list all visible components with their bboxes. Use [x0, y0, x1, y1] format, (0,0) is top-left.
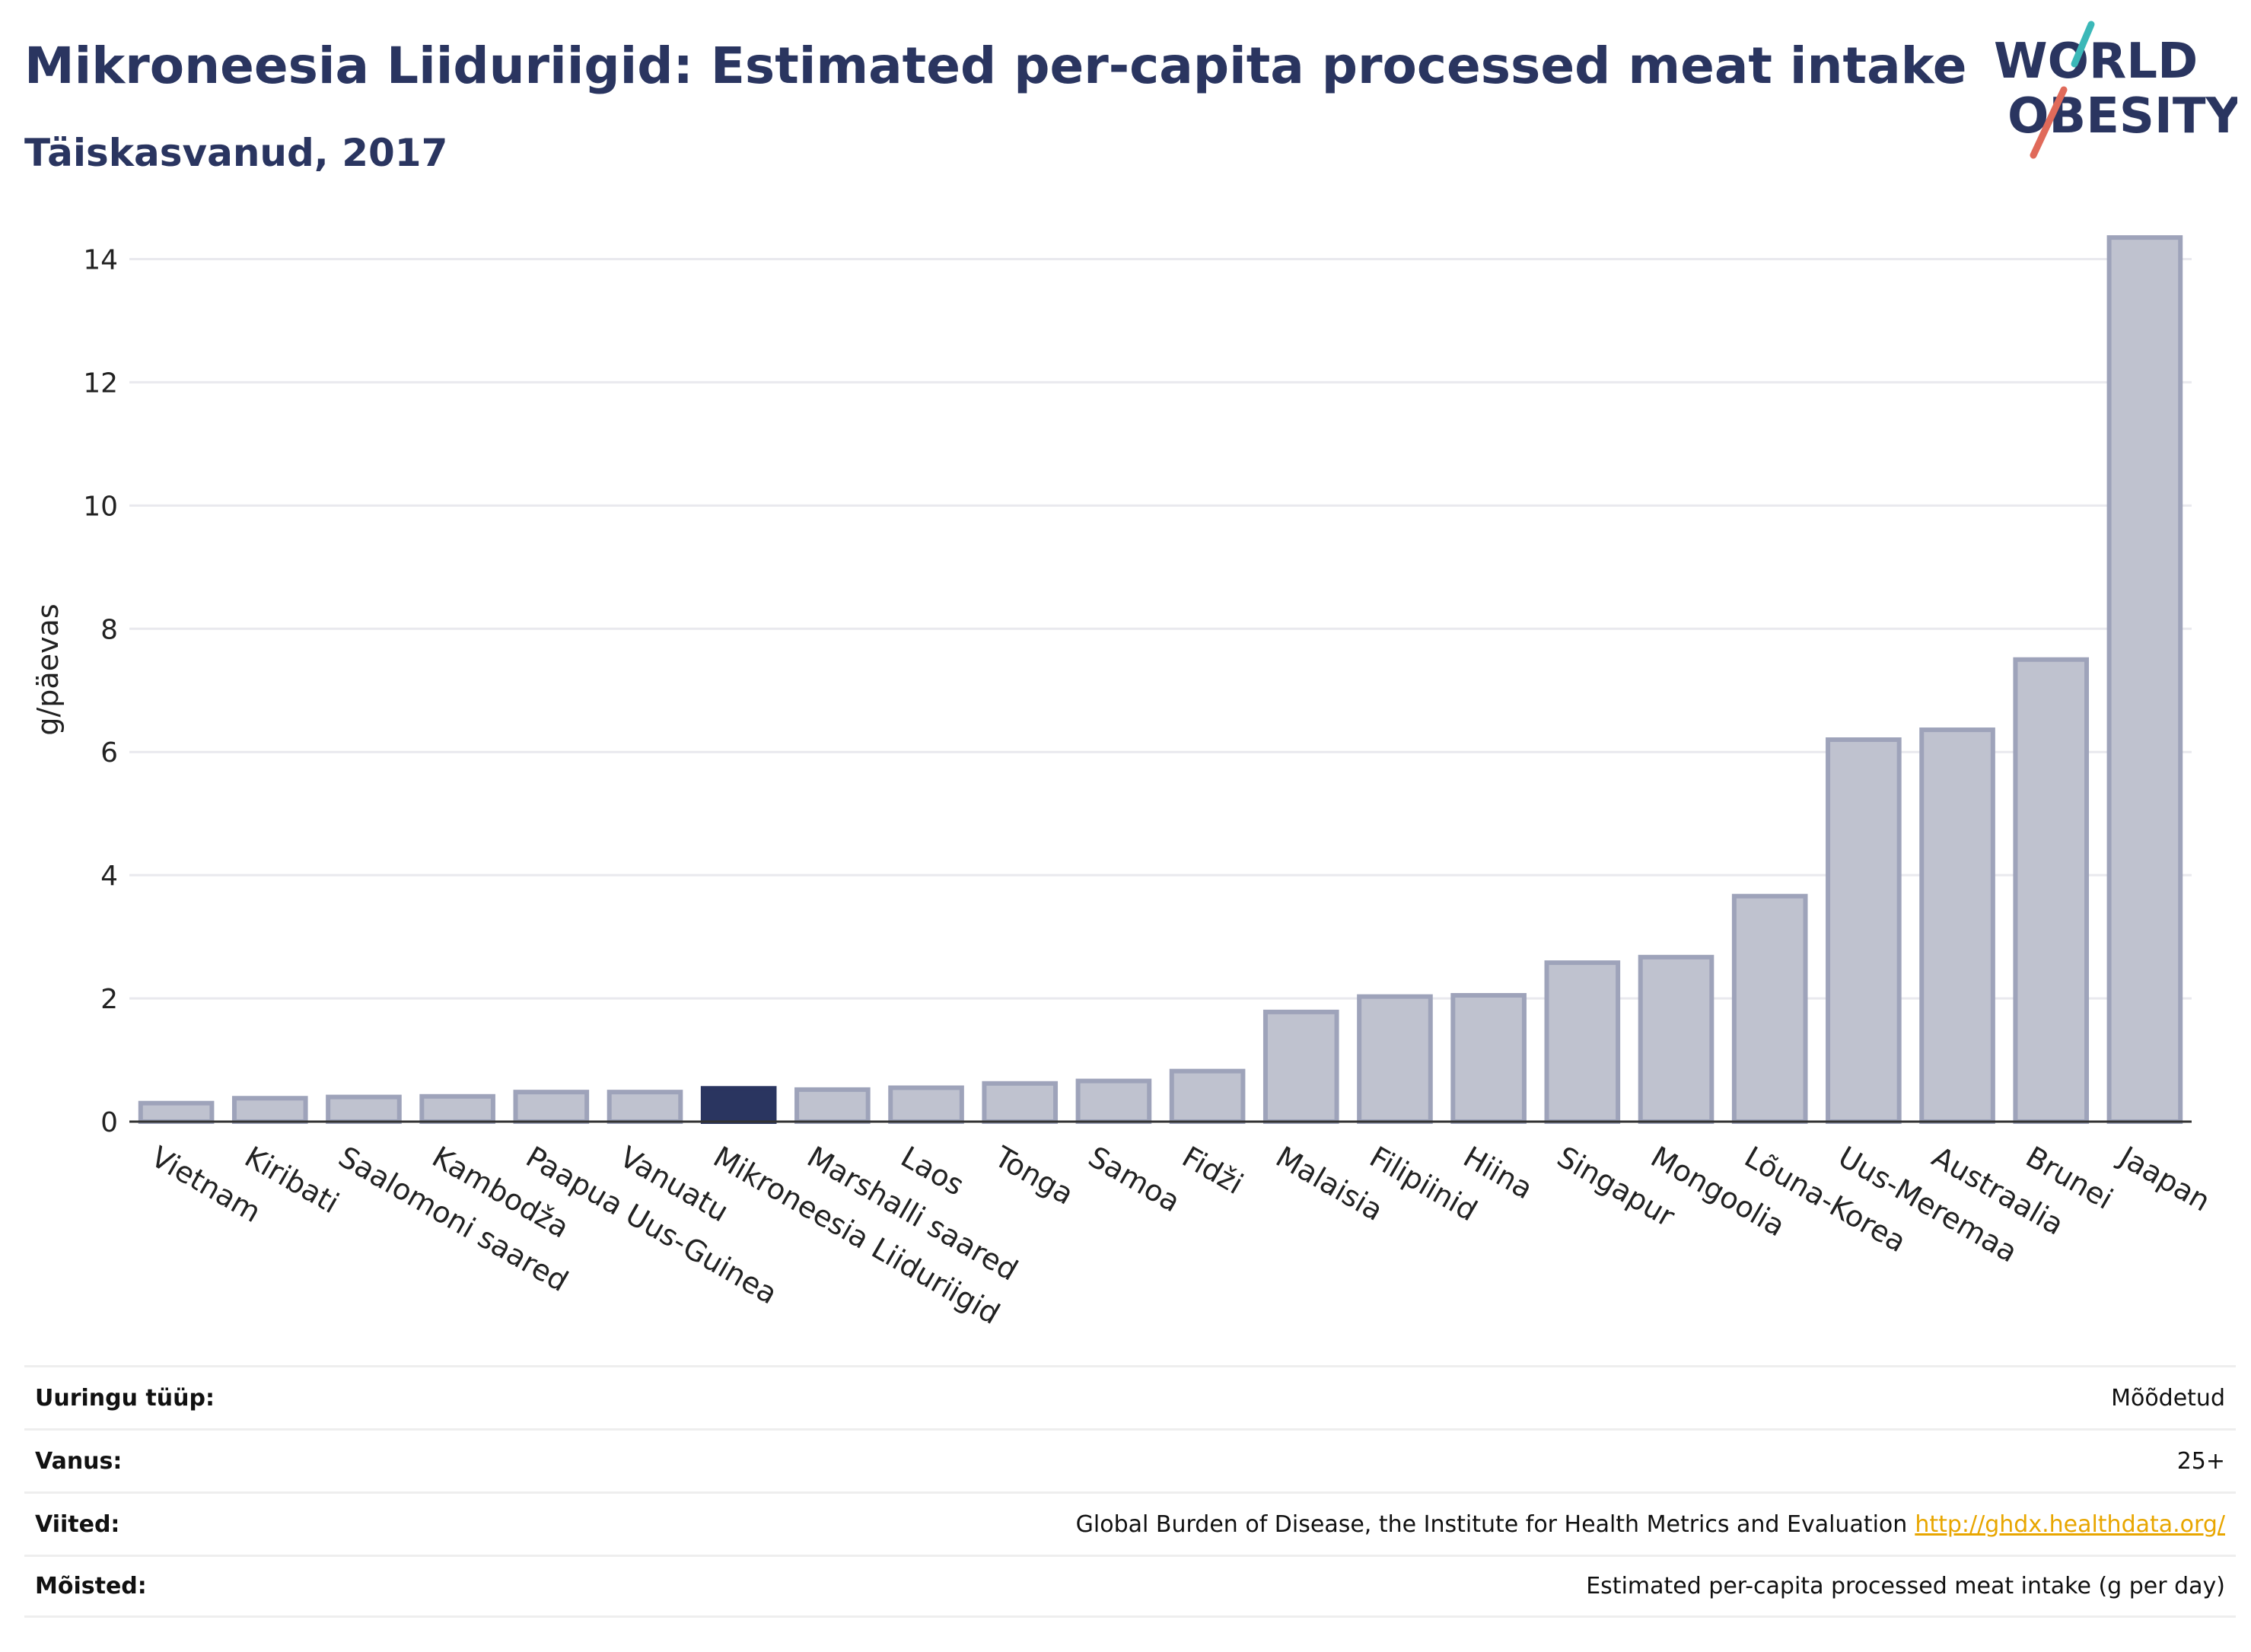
bar[interactable] — [1826, 737, 1902, 1124]
bar[interactable] — [1638, 954, 1715, 1124]
x-tick-label: Jaapan — [2113, 1139, 2216, 1218]
logo-line1: WORLD — [1994, 33, 2198, 90]
bar[interactable] — [2106, 235, 2183, 1125]
bars — [138, 235, 2183, 1125]
chart-title: Mikroneesia Liiduriigid: Estimated per-c… — [24, 37, 1967, 95]
bar[interactable] — [1919, 727, 1995, 1124]
info-value: Mõõdetud — [2111, 1384, 2225, 1412]
bar[interactable] — [982, 1081, 1059, 1125]
y-tick-label: 0 — [100, 1107, 118, 1138]
info-label: Uuringu tüüp: — [35, 1384, 215, 1412]
x-tick-label: Samoa — [1083, 1140, 1186, 1219]
reference-text: Global Burden of Disease, the Institute … — [1075, 1510, 1908, 1538]
info-label: Mõisted: — [35, 1573, 147, 1599]
info-table: Uuringu tüüp: Mõõdetud Vanus: 25+ Viited… — [24, 1365, 2236, 1618]
y-tick-label: 2 — [100, 984, 118, 1015]
x-tick-label: Tonga — [989, 1139, 1079, 1211]
bar[interactable] — [794, 1087, 871, 1125]
x-tick-label: Malaisia — [1270, 1140, 1388, 1227]
y-axis-ticks: 0 2 4 6 8 10 12 14 — [83, 244, 118, 1138]
info-label: Viited: — [35, 1510, 120, 1538]
y-axis-label: g/päevas — [31, 603, 65, 735]
bar[interactable] — [1450, 993, 1527, 1124]
x-tick-label: Fidži — [1176, 1140, 1249, 1201]
y-tick-label: 14 — [83, 244, 118, 275]
bar[interactable] — [1169, 1068, 1246, 1124]
chart-subtitle: Täiskasvanud, 2017 — [24, 131, 448, 175]
y-tick-label: 12 — [83, 368, 118, 399]
info-row-survey-type: Uuringu tüüp: Mõõdetud — [24, 1365, 2236, 1428]
info-row-age: Vanus: 25+ — [24, 1428, 2236, 1491]
bar[interactable] — [2013, 657, 2090, 1124]
bar[interactable] — [513, 1090, 590, 1125]
bar[interactable] — [607, 1090, 683, 1125]
y-tick-label: 8 — [100, 614, 118, 645]
info-value: Estimated per-capita processed meat inta… — [1586, 1573, 2225, 1599]
info-row-definitions: Mõisted: Estimated per-capita processed … — [24, 1555, 2236, 1618]
x-tick-label: Filipiinid — [1364, 1140, 1482, 1227]
bar[interactable] — [138, 1100, 215, 1124]
bar[interactable] — [700, 1086, 777, 1124]
bar[interactable] — [1262, 1009, 1339, 1124]
info-row-references: Viited: Global Burden of Disease, the In… — [24, 1491, 2236, 1555]
bar[interactable] — [1544, 960, 1621, 1125]
reference-link[interactable]: http://ghdx.healthdata.org/ — [1915, 1510, 2225, 1538]
bar[interactable] — [231, 1096, 308, 1125]
bar[interactable] — [326, 1094, 402, 1124]
info-value: 25+ — [2176, 1447, 2225, 1475]
bar[interactable] — [888, 1085, 964, 1125]
y-tick-label: 6 — [100, 737, 118, 769]
bar[interactable] — [1075, 1078, 1152, 1124]
info-label: Vanus: — [35, 1447, 123, 1475]
y-tick-label: 4 — [100, 861, 118, 892]
y-tick-label: 10 — [83, 491, 118, 522]
world-obesity-logo[interactable]: WORLD OBESITY — [1979, 20, 2237, 164]
logo-slash-teal — [2071, 21, 2095, 68]
bar[interactable] — [419, 1093, 495, 1124]
bar[interactable] — [1357, 994, 1433, 1125]
bar[interactable] — [1731, 893, 1808, 1125]
logo-slash-coral — [2030, 86, 2068, 159]
info-value: Global Burden of Disease, the Institute … — [1076, 1511, 2225, 1538]
